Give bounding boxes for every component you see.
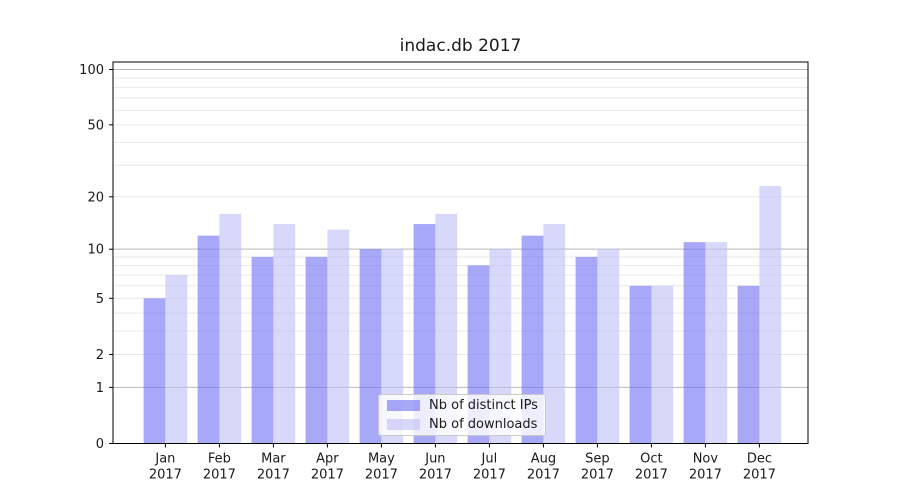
x-tick-label-month: May bbox=[368, 452, 395, 467]
x-tick-label-year: 2017 bbox=[203, 468, 236, 483]
bar-downloads-dec bbox=[759, 185, 782, 444]
legend: Nb of distinct IPs Nb of downloads bbox=[378, 394, 546, 436]
bar-distinct-ips-mar bbox=[251, 256, 274, 444]
y-tick-label: 5 bbox=[96, 292, 104, 307]
x-tick-label-month: Jan bbox=[154, 452, 175, 467]
legend-item-downloads: Nb of downloads bbox=[379, 417, 545, 432]
bar-distinct-ips-nov bbox=[683, 242, 706, 444]
plot-border bbox=[112, 61, 809, 444]
bar-downloads-mar bbox=[273, 224, 296, 444]
x-tick-label-year: 2017 bbox=[311, 468, 344, 483]
x-tick-label-month: Feb bbox=[208, 452, 231, 467]
x-tick-label-month: Oct bbox=[640, 452, 662, 467]
x-tick-label-year: 2017 bbox=[743, 468, 776, 483]
bar-distinct-ips-oct bbox=[629, 285, 652, 444]
bar-distinct-ips-jan bbox=[143, 298, 166, 444]
x-tick-label-month: Jun bbox=[424, 452, 445, 467]
legend-label-distinct-ips: Nb of distinct IPs bbox=[429, 398, 538, 414]
x-tick-label-month: Sep bbox=[585, 452, 610, 467]
x-tick-label-month: Jul bbox=[481, 452, 498, 467]
y-tick-label: 50 bbox=[87, 118, 104, 133]
bar-downloads-aug bbox=[543, 224, 566, 444]
bar-distinct-ips-apr bbox=[305, 256, 328, 444]
bar-downloads-jun bbox=[435, 213, 458, 444]
x-tick-label-year: 2017 bbox=[581, 468, 614, 483]
x-tick-label-year: 2017 bbox=[419, 468, 452, 483]
legend-label-downloads: Nb of downloads bbox=[429, 416, 538, 432]
x-tick-label-year: 2017 bbox=[635, 468, 668, 483]
bar-downloads-apr bbox=[327, 229, 350, 444]
chart-title: indac.db 2017 bbox=[399, 36, 522, 56]
bar-distinct-ips-dec bbox=[737, 285, 760, 444]
bar-distinct-ips-may bbox=[359, 249, 382, 444]
x-tick-label-year: 2017 bbox=[689, 468, 722, 483]
x-tick-label-month: Mar bbox=[261, 452, 286, 467]
y-tick-label: 10 bbox=[87, 243, 104, 258]
legend-swatch-distinct-ips bbox=[387, 400, 420, 412]
bar-downloads-oct bbox=[651, 285, 674, 444]
y-tick-label: 1 bbox=[96, 381, 104, 396]
x-tick-label-month: Apr bbox=[316, 452, 339, 467]
x-tick-label-year: 2017 bbox=[473, 468, 506, 483]
x-tick-label-month: Nov bbox=[693, 452, 719, 467]
legend-item-distinct-ips: Nb of distinct IPs bbox=[379, 398, 545, 413]
bar-distinct-ips-feb bbox=[197, 235, 220, 444]
bar-distinct-ips-aug bbox=[521, 235, 544, 444]
x-tick-label-month: Dec bbox=[747, 452, 772, 467]
bar-downloads-jan bbox=[165, 274, 188, 444]
y-tick-label: 20 bbox=[87, 190, 104, 205]
x-tick-label-month: Aug bbox=[531, 452, 556, 467]
bar-downloads-sep bbox=[597, 249, 620, 444]
y-tick-label: 2 bbox=[96, 348, 104, 363]
x-tick-label-year: 2017 bbox=[365, 468, 398, 483]
x-tick-label-year: 2017 bbox=[527, 468, 560, 483]
bar-downloads-nov bbox=[705, 242, 728, 444]
y-tick-label: 100 bbox=[79, 63, 104, 78]
y-tick-label: 0 bbox=[96, 437, 104, 452]
bar-distinct-ips-sep bbox=[575, 256, 598, 444]
legend-swatch-downloads bbox=[387, 418, 420, 430]
x-tick-label-year: 2017 bbox=[149, 468, 182, 483]
bar-downloads-feb bbox=[219, 213, 242, 444]
x-tick-label-year: 2017 bbox=[257, 468, 290, 483]
bar-distinct-ips-jun bbox=[413, 224, 436, 444]
